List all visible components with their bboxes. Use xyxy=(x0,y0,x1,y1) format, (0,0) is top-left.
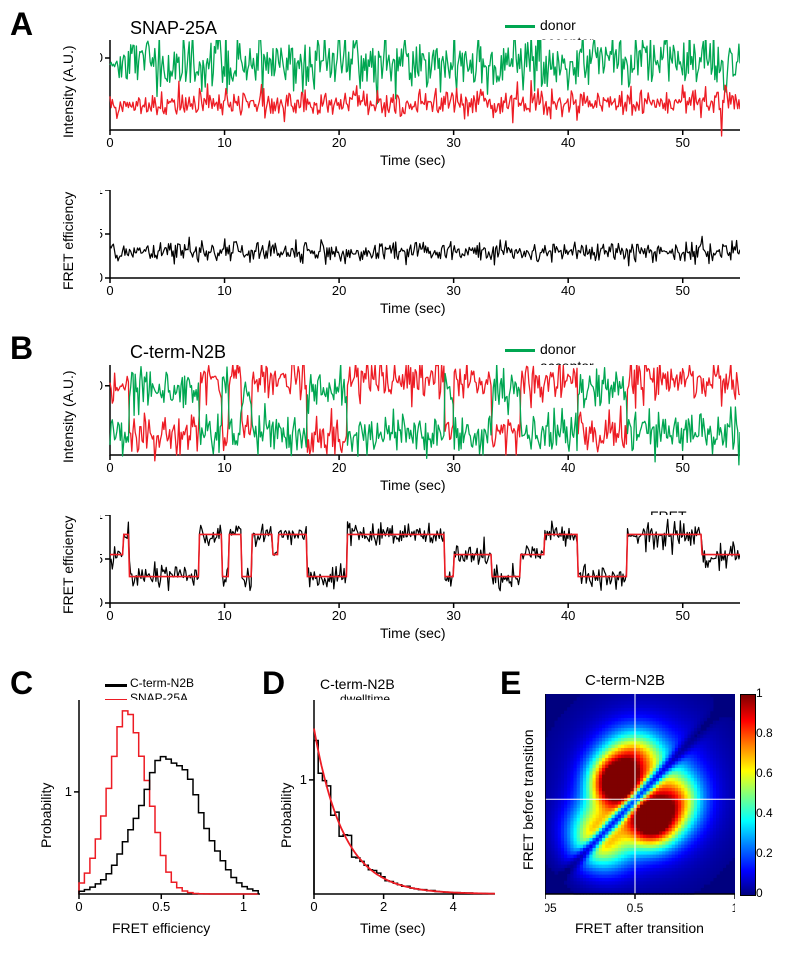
legend-label-C-cterm: C-term-N2B xyxy=(130,676,194,690)
svg-text:10: 10 xyxy=(217,608,231,623)
svg-text:0: 0 xyxy=(106,460,113,475)
panel-label-B: B xyxy=(10,330,33,367)
colorbar-tick: 0.4 xyxy=(756,806,773,820)
svg-text:10: 10 xyxy=(217,460,231,475)
svg-text:0: 0 xyxy=(310,899,317,914)
svg-text:20: 20 xyxy=(332,460,346,475)
svg-text:0.5: 0.5 xyxy=(152,899,170,914)
svg-text:50: 50 xyxy=(675,283,689,298)
panel-E-ylabel: FRET before transition xyxy=(520,729,536,870)
panel-label-C: C xyxy=(10,665,33,702)
panel-E-subtitle: C-term-N2B xyxy=(585,672,665,689)
svg-text:40: 40 xyxy=(561,608,575,623)
legend-label-B-int-donor: donor xyxy=(540,341,576,357)
svg-text:10: 10 xyxy=(217,283,231,298)
svg-text:50: 50 xyxy=(675,460,689,475)
svg-text:50: 50 xyxy=(675,608,689,623)
panel-C-plot: 0 0.5 1 0.1 xyxy=(65,700,260,920)
panel-B-intensity-plot: 0 10 20 30 40 50 2000 xyxy=(100,365,740,477)
panel-B-intensity-xlabel: Time (sec) xyxy=(380,477,446,493)
panel-B-fret-plot: 0 10 20 30 40 50 0 0.5 1 xyxy=(100,515,740,625)
legend-swatch-A-int-donor xyxy=(505,25,535,28)
colorbar-tick: 0.6 xyxy=(756,766,773,780)
svg-text:1: 1 xyxy=(100,515,103,522)
svg-text:0.05: 0.05 xyxy=(545,901,557,915)
panel-B-fret-xlabel: Time (sec) xyxy=(380,625,446,641)
svg-text:0.1: 0.1 xyxy=(300,772,307,787)
panel-C-ylabel: Probability xyxy=(38,783,54,848)
svg-text:30: 30 xyxy=(446,460,460,475)
panel-label-A: A xyxy=(10,6,33,43)
svg-text:20: 20 xyxy=(332,283,346,298)
panel-A-fret-xlabel: Time (sec) xyxy=(380,300,446,316)
svg-text:4: 4 xyxy=(450,899,457,914)
svg-text:10: 10 xyxy=(217,135,231,150)
panel-B-fret-ylabel: FRET efficiency xyxy=(60,516,76,614)
panel-E-xlabel: FRET after transition xyxy=(575,920,704,936)
svg-text:0: 0 xyxy=(100,270,103,285)
panel-D-plot: 0 2 4 0.1 xyxy=(300,700,495,920)
svg-text:0.5: 0.5 xyxy=(627,901,644,915)
svg-text:0: 0 xyxy=(100,595,103,610)
panel-label-E: E xyxy=(500,665,521,702)
panel-E-plot: 0.050.510.050.51 xyxy=(545,694,735,920)
panel-D-xlabel: Time (sec) xyxy=(360,920,426,936)
panel-E-colorbar xyxy=(740,694,756,896)
legend-swatch-B-int-donor xyxy=(505,349,535,352)
panel-B-subtitle: C-term-N2B xyxy=(130,342,226,363)
panel-D-ylabel: Probability xyxy=(278,783,294,848)
panel-A-fret-ylabel: FRET efficiency xyxy=(60,192,76,290)
svg-text:0.5: 0.5 xyxy=(100,551,103,566)
colorbar-tick: 0.8 xyxy=(756,726,773,740)
svg-text:0.1: 0.1 xyxy=(65,784,72,799)
svg-text:0.5: 0.5 xyxy=(100,226,103,241)
svg-text:40: 40 xyxy=(561,283,575,298)
svg-text:0: 0 xyxy=(106,135,113,150)
colorbar-tick: 0.2 xyxy=(756,846,773,860)
svg-text:40: 40 xyxy=(561,460,575,475)
svg-text:1: 1 xyxy=(240,899,247,914)
panel-A-intensity-ylabel: Intensity (A.U.) xyxy=(60,45,76,138)
svg-text:0: 0 xyxy=(106,283,113,298)
panel-A-fret-plot: 0 10 20 30 40 50 0 0.5 1 xyxy=(100,190,740,300)
svg-text:2: 2 xyxy=(380,899,387,914)
svg-text:30: 30 xyxy=(446,283,460,298)
svg-text:0: 0 xyxy=(106,608,113,623)
svg-text:20: 20 xyxy=(332,135,346,150)
svg-text:2000: 2000 xyxy=(100,378,103,393)
svg-text:30: 30 xyxy=(446,135,460,150)
svg-text:2000: 2000 xyxy=(100,50,103,65)
svg-text:0: 0 xyxy=(75,899,82,914)
panel-A-subtitle: SNAP-25A xyxy=(130,18,217,39)
legend-swatch-C-cterm xyxy=(105,684,127,687)
panel-A-intensity-plot: 0 10 20 30 40 50 2000 xyxy=(100,40,740,152)
svg-text:20: 20 xyxy=(332,608,346,623)
svg-text:40: 40 xyxy=(561,135,575,150)
svg-text:30: 30 xyxy=(446,608,460,623)
panel-B-intensity-ylabel: Intensity (A.U.) xyxy=(60,370,76,463)
colorbar-tick: 0 xyxy=(756,886,763,900)
svg-text:1: 1 xyxy=(732,901,735,915)
panel-D-subtitle: C-term-N2B xyxy=(320,676,395,692)
panel-label-D: D xyxy=(262,665,285,702)
legend-label-A-int-donor: donor xyxy=(540,17,576,33)
panel-C-xlabel: FRET efficiency xyxy=(112,920,210,936)
colorbar-tick: 1 xyxy=(756,686,763,700)
svg-text:50: 50 xyxy=(675,135,689,150)
svg-text:1: 1 xyxy=(100,190,103,197)
panel-A-intensity-xlabel: Time (sec) xyxy=(380,152,446,168)
